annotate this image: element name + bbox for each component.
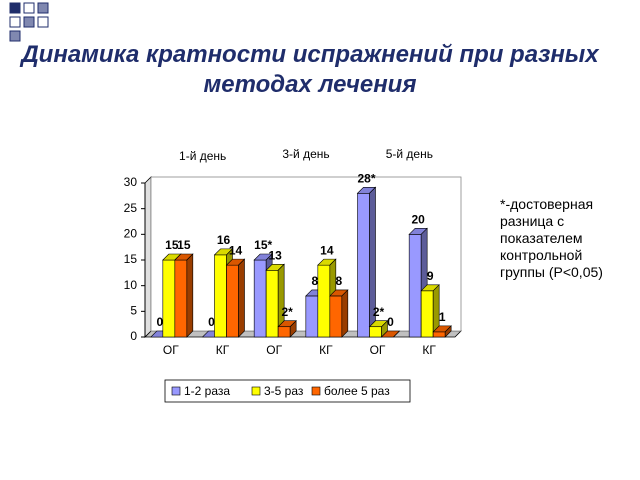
legend-label: 3-5 раз (264, 384, 304, 398)
legend-box (164, 379, 411, 403)
bar-front (357, 192, 370, 338)
y-tick-label: 15 (124, 252, 138, 266)
value-label: 13 (268, 248, 282, 262)
bar-front (214, 254, 227, 338)
slide-title: Динамика кратности испражнений при разны… (21, 41, 599, 98)
bar-side (444, 325, 452, 338)
bar (225, 258, 246, 338)
bar-side (341, 289, 349, 338)
note: *-достоверная разница с показателем конт… (500, 196, 603, 280)
value-label: 2* (281, 305, 293, 319)
x-tick-label: КГ (422, 343, 436, 357)
bar-side (238, 258, 245, 338)
bar (432, 325, 452, 338)
legend-swatch (251, 386, 261, 396)
y-tick-label: 30 (124, 175, 138, 189)
value-label: 2* (373, 305, 385, 319)
group-label: 5-й день (386, 147, 433, 161)
value-label: 15 (177, 238, 191, 252)
bar-front (420, 290, 434, 338)
value-label: 0 (387, 315, 394, 329)
value-label: 1 (439, 310, 446, 324)
bar-front (253, 259, 267, 338)
x-tick-label: ОГ (266, 343, 282, 357)
group-label: 3-й день (282, 147, 329, 161)
bar-side (289, 320, 297, 338)
bar-front (226, 264, 239, 338)
legend-swatch (171, 386, 181, 396)
bar (380, 330, 401, 338)
value-label: 9 (427, 269, 434, 283)
bar-front (408, 234, 422, 338)
value-label: 0 (156, 315, 163, 329)
bar (277, 320, 297, 338)
legend-swatch (311, 386, 321, 396)
value-label: 0 (208, 315, 215, 329)
value-label: 20 (411, 213, 425, 227)
group-label: 1-й день (179, 149, 226, 163)
bar-front (174, 259, 188, 338)
bar (420, 284, 440, 338)
bar-side (186, 253, 194, 338)
decoration (9, 2, 49, 42)
bar (356, 186, 377, 338)
bar-front (265, 269, 279, 338)
bar-front (317, 264, 331, 338)
x-tick-label: ОГ (370, 343, 386, 357)
value-label: 14 (320, 243, 334, 257)
bar (174, 253, 194, 338)
x-tick-label: ОГ (163, 343, 179, 357)
value-label: 14 (229, 243, 243, 257)
value-label: 16 (217, 233, 231, 247)
value-label: 28* (357, 171, 375, 185)
y-tick-label: 25 (124, 201, 138, 215)
bar-front (432, 331, 446, 338)
bar (329, 289, 349, 338)
value-label: 15 (165, 238, 179, 252)
x-tick-label: КГ (216, 343, 230, 357)
y-tick-label: 5 (130, 304, 137, 318)
legend-label: 1-2 раза (184, 384, 230, 398)
bar (265, 263, 285, 338)
bar-front (305, 295, 319, 338)
y-tick-label: 0 (130, 329, 137, 343)
x-tick-label: КГ (319, 343, 333, 357)
bar-side (393, 330, 400, 338)
value-label: 8 (311, 274, 318, 288)
bar-front (277, 326, 291, 338)
value-label: 15* (254, 238, 272, 252)
bar-front (329, 295, 343, 338)
legend-label: более 5 раз (324, 384, 390, 398)
bar-front (369, 326, 382, 338)
y-tick-label: 10 (124, 278, 138, 292)
bar-front (162, 259, 176, 338)
bar (368, 320, 389, 338)
value-label: 8 (335, 274, 342, 288)
y-tick-label: 20 (124, 227, 138, 241)
